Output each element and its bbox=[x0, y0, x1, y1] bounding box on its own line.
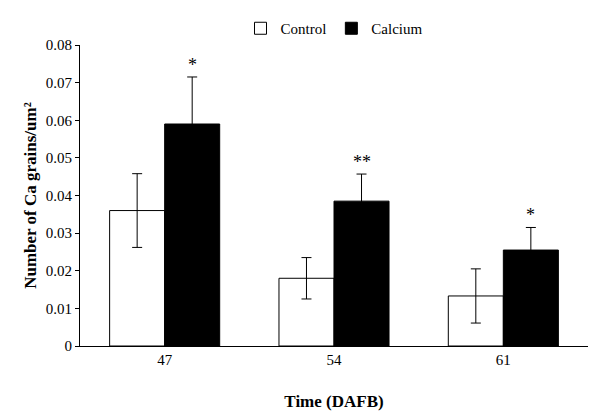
svg-text:47: 47 bbox=[157, 352, 173, 368]
svg-text:0.03: 0.03 bbox=[46, 225, 72, 241]
svg-text:**: ** bbox=[353, 152, 371, 172]
svg-text:0: 0 bbox=[65, 338, 73, 354]
svg-text:0.04: 0.04 bbox=[46, 188, 73, 204]
svg-text:0.02: 0.02 bbox=[46, 263, 72, 279]
svg-text:Time (DAFB): Time (DAFB) bbox=[284, 392, 383, 411]
svg-text:Control: Control bbox=[281, 21, 327, 37]
svg-text:*: * bbox=[188, 55, 197, 75]
svg-text:0.07: 0.07 bbox=[46, 75, 73, 91]
svg-text:0.08: 0.08 bbox=[46, 37, 72, 53]
svg-text:0.06: 0.06 bbox=[46, 113, 73, 129]
svg-text:*: * bbox=[526, 205, 535, 225]
svg-text:0.01: 0.01 bbox=[46, 301, 72, 317]
svg-text:Calcium: Calcium bbox=[371, 21, 422, 37]
svg-text:0.05: 0.05 bbox=[46, 150, 72, 166]
svg-text:Number of Ca grains/um²: Number of Ca grains/um² bbox=[21, 102, 40, 289]
svg-text:54: 54 bbox=[327, 352, 343, 368]
svg-text:61: 61 bbox=[496, 352, 511, 368]
